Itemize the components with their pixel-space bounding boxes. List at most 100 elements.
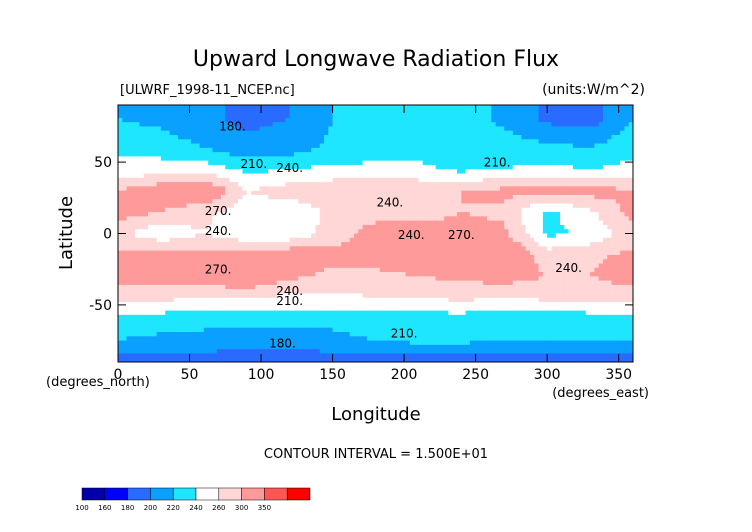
heatmap-cell [246,190,252,196]
heatmap-cell [208,194,213,200]
heatmap-cell [341,122,346,127]
heatmap-cell [169,233,175,239]
heatmap-cell [341,134,346,140]
heatmap-cell [233,105,239,110]
heatmap-cell [628,134,634,140]
heatmap-cell [534,237,539,243]
heatmap-cell [336,105,342,110]
heatmap-cell [572,246,578,252]
heatmap-cell [203,177,209,183]
heatmap-cell [452,259,458,264]
heatmap-cell [534,109,539,114]
heatmap-cell [508,177,514,183]
heatmap-cell [152,207,158,213]
heatmap-cell [512,160,518,166]
heatmap-cell [212,147,218,153]
heatmap-cell [564,126,570,132]
heatmap-cell [551,254,557,260]
heatmap-cell [371,220,376,226]
heatmap-cell [242,242,248,247]
heatmap-cell [366,224,372,230]
heatmap-cell [585,169,591,174]
heatmap-cell [212,139,218,144]
heatmap-cell [512,203,518,209]
heatmap-cell [263,147,269,153]
heatmap-cell [414,105,419,110]
heatmap-cell [487,105,492,110]
heatmap-cell [225,143,230,149]
heatmap-cell [212,263,218,269]
heatmap-cell [615,156,621,162]
heatmap-cell [130,280,136,286]
heatmap-cell [169,173,175,179]
heatmap-cell [482,134,488,140]
heatmap-cell [590,229,595,234]
heatmap-cell [255,169,261,174]
heatmap-cell [564,122,570,127]
heatmap-cell [427,250,432,256]
heatmap-cell [517,250,522,256]
heatmap-cell [572,216,578,222]
heatmap-cell [547,194,552,200]
heatmap-cell [165,229,170,234]
heatmap-cell [190,220,196,226]
heatmap-cell [560,152,565,157]
heatmap-cell [263,156,269,162]
heatmap-cell [602,177,608,183]
heatmap-cell [229,276,235,282]
heatmap-cell [499,160,505,166]
heatmap-cell [216,117,222,123]
heatmap-cell [212,156,218,162]
heatmap-cell [251,263,256,269]
heatmap-cell [306,117,312,123]
heatmap-cell [233,177,239,183]
heatmap-cell [233,233,239,239]
heatmap-cell [607,139,612,144]
heatmap-cell [126,224,132,230]
heatmap-cell [585,233,591,239]
heatmap-cell [427,143,432,149]
heatmap-cell [336,143,342,149]
heatmap-cell [418,207,424,213]
heatmap-cell [555,194,561,200]
heatmap-cell [581,242,587,247]
heatmap-cell [611,237,617,243]
heatmap-cell [302,224,308,230]
heatmap-cell [366,194,372,200]
heatmap-cell [499,229,505,234]
heatmap-cell [156,272,162,277]
heatmap-cell [555,109,561,114]
heatmap-cell [148,109,153,114]
heatmap-cell [581,122,587,127]
heatmap-cell [156,212,162,217]
heatmap-cell [281,263,286,269]
heatmap-cell [568,126,574,132]
heatmap-cell [414,246,419,252]
heatmap-cell [448,105,454,110]
heatmap-cell [611,259,617,264]
heatmap-cell [130,233,136,239]
heatmap-cell [392,242,398,247]
heatmap-cell [530,173,535,179]
heatmap-cell [130,134,136,140]
heatmap-cell [306,250,312,256]
heatmap-cell [615,152,621,157]
heatmap-cell [431,224,436,230]
heatmap-cell [173,267,179,273]
heatmap-cell [122,254,127,260]
heatmap-cell [487,147,492,153]
heatmap-cell [469,190,475,196]
heatmap-cell [491,160,497,166]
heatmap-cell [422,122,428,127]
heatmap-cell [328,229,333,234]
heatmap-cell [216,105,222,110]
heatmap-cell [375,164,381,170]
heatmap-cell [263,126,269,132]
heatmap-cell [238,117,243,123]
heatmap-cell [165,250,170,256]
heatmap-cell [422,194,428,200]
heatmap-cell [379,224,385,230]
heatmap-cell [495,139,501,144]
heatmap-cell [143,147,149,153]
heatmap-cell [392,182,398,187]
